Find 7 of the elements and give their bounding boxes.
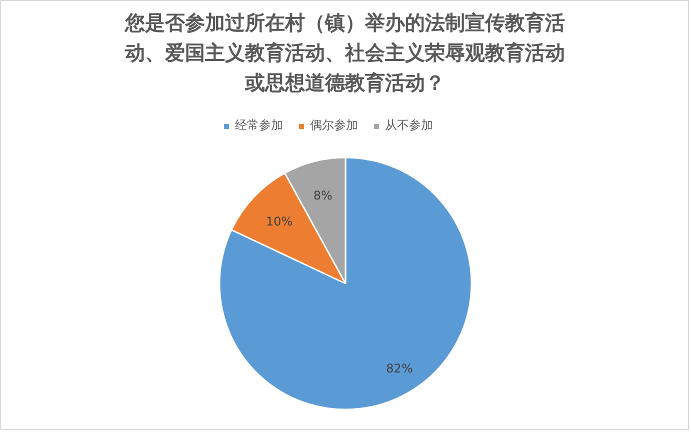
data-label: 82% [386, 362, 413, 376]
data-label: 10% [266, 214, 293, 228]
data-label: 8% [313, 188, 332, 203]
legend-label: 经常参加 [235, 117, 283, 134]
legend-label: 偶尔参加 [310, 117, 358, 134]
chart-title: 您是否参加过所在村（镇）举办的法制宣传教育活动、爱国主义教育活动、社会主义荣辱观教育活动或思想道德教育活动？ [124, 10, 565, 94]
legend-label: 从不参加 [385, 117, 433, 134]
